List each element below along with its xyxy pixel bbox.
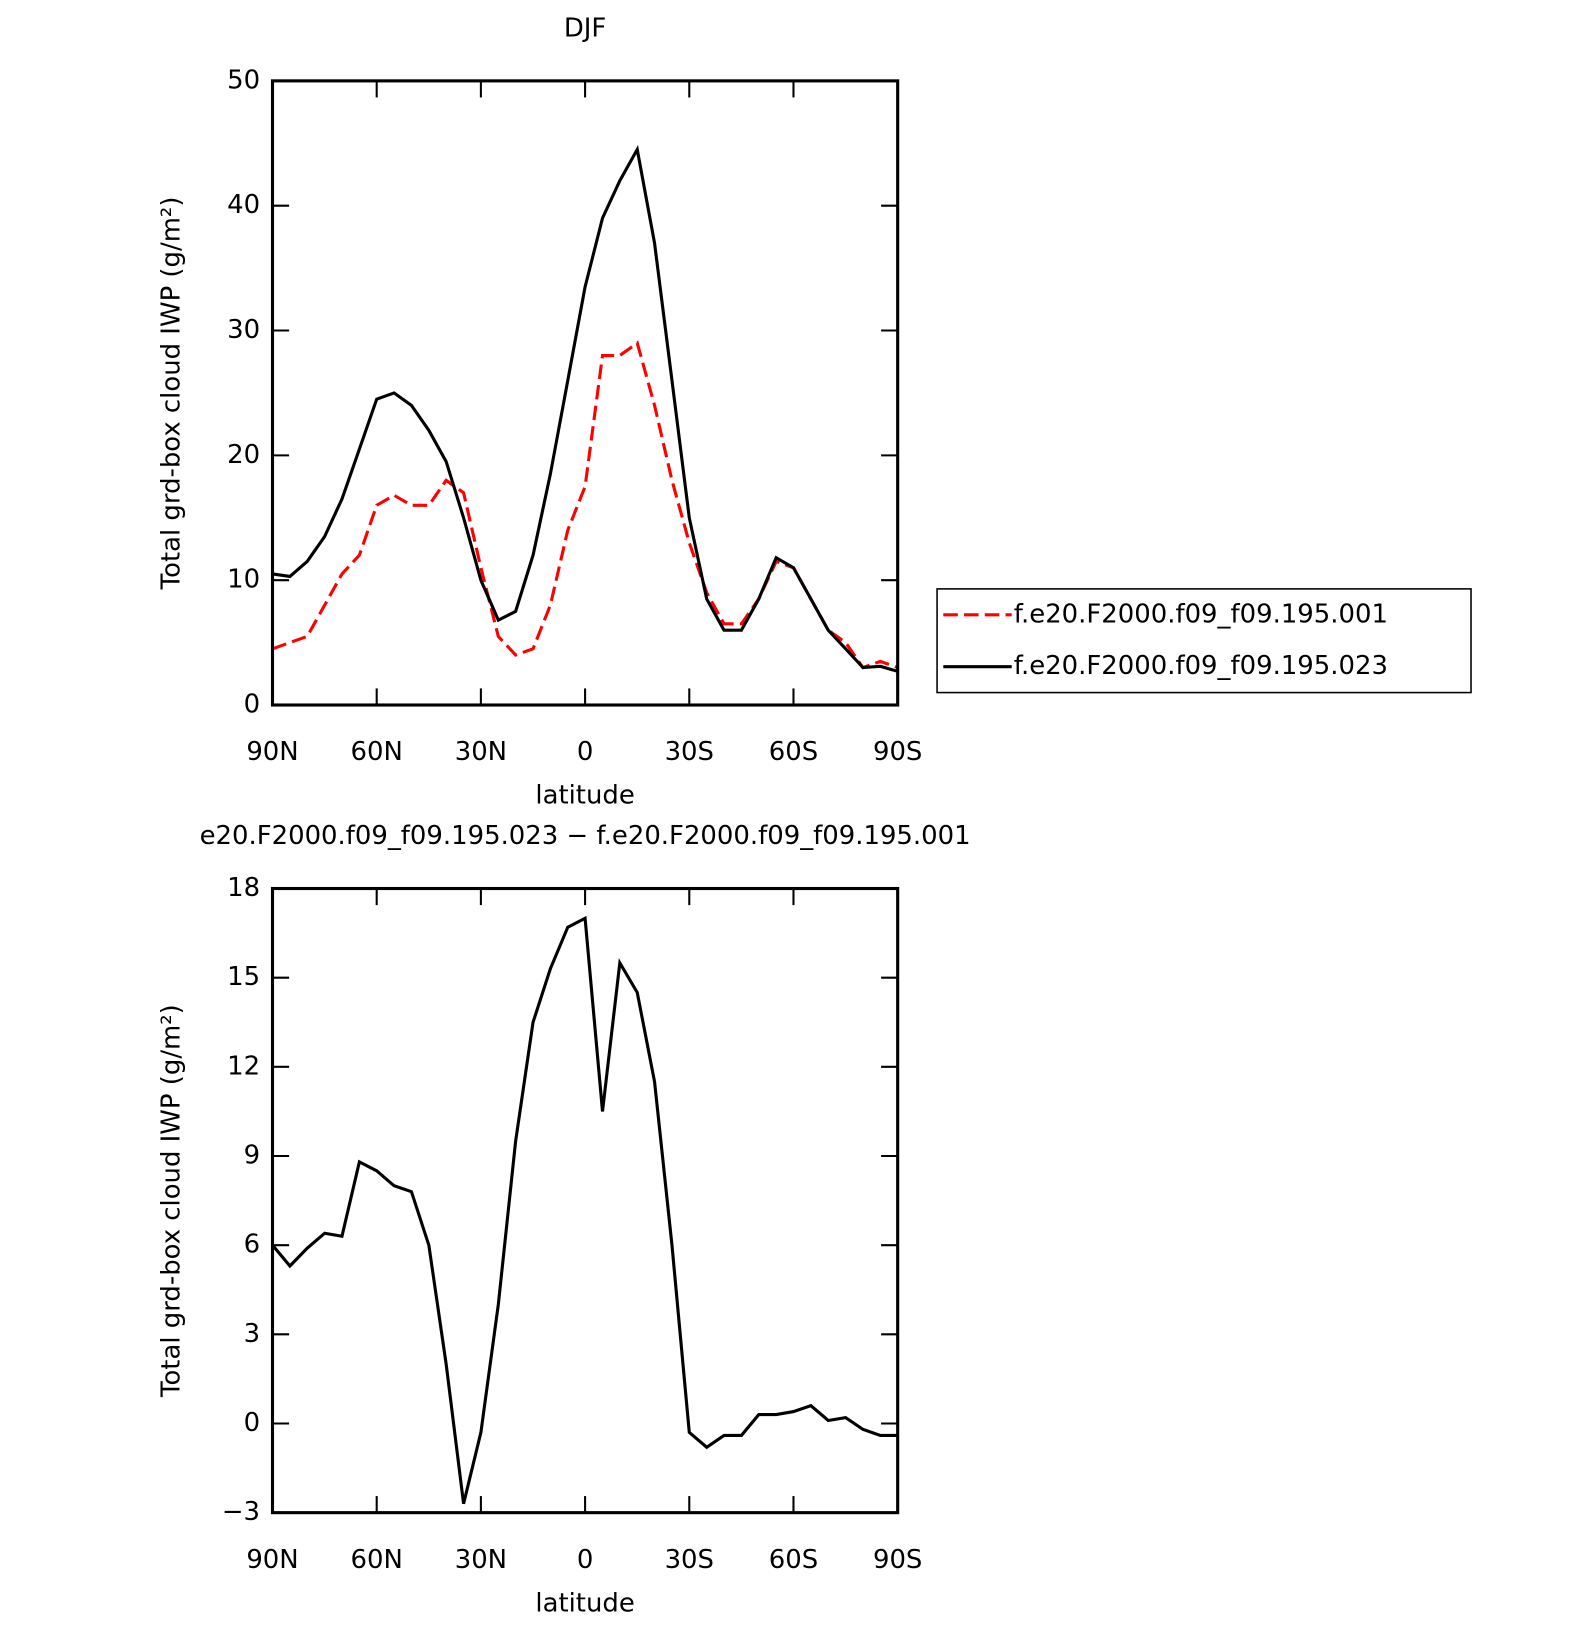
y-tick-label: 10 [227, 565, 260, 595]
x-axis-label: latitude [535, 1588, 634, 1618]
x-tick-label: 60S [769, 1545, 818, 1575]
x-tick-label: 0 [577, 1545, 593, 1575]
x-tick-label: 30S [665, 737, 714, 767]
legend-label: f.e20.F2000.f09_f09.195.023 [1014, 651, 1388, 681]
x-tick-label: 30N [455, 737, 507, 767]
y-tick-label: 3 [244, 1319, 260, 1349]
legend-box [936, 588, 1472, 694]
x-axis-label: latitude [535, 781, 634, 811]
y-tick-label: 20 [227, 440, 260, 470]
data-line [271, 340, 899, 670]
x-tick-label: 90S [873, 1545, 922, 1575]
x-tick-label: 60S [769, 737, 818, 767]
data-line [272, 144, 899, 673]
x-tick-label: 0 [577, 737, 593, 767]
plot-frame [270, 79, 900, 707]
y-tick-label: 0 [244, 690, 260, 720]
y-tick-label: 30 [227, 315, 260, 345]
y-tick-label: 9 [244, 1141, 260, 1171]
y-tick-label: 18 [227, 873, 260, 903]
plot-frame [270, 886, 900, 1515]
y-tick-label: 12 [227, 1051, 260, 1081]
x-tick-label: 90N [246, 737, 298, 767]
x-tick-label: 60N [351, 737, 403, 767]
y-axis-label: Total grd-box cloud IWP (g/m²) [156, 197, 186, 591]
y-tick-label: 0 [244, 1408, 260, 1438]
legend-label: f.e20.F2000.f09_f09.195.001 [1014, 599, 1388, 629]
chart-title: e20.F2000.f09_f09.195.023 − f.e20.F2000.… [200, 821, 971, 851]
y-tick-label: 50 [227, 65, 260, 95]
x-tick-label: 90S [873, 737, 922, 767]
y-tick-label: −3 [222, 1497, 260, 1527]
data-line [271, 915, 898, 1505]
x-tick-label: 60N [351, 1545, 403, 1575]
x-tick-label: 90N [246, 1545, 298, 1575]
x-tick-label: 30S [665, 1545, 714, 1575]
y-tick-label: 6 [244, 1230, 260, 1260]
chart-title: DJF [564, 14, 607, 44]
y-tick-label: 40 [227, 190, 260, 220]
x-tick-label: 30N [455, 1545, 507, 1575]
y-axis-label: Total grd-box cloud IWP (g/m²) [156, 1004, 186, 1398]
y-tick-label: 15 [227, 962, 260, 992]
